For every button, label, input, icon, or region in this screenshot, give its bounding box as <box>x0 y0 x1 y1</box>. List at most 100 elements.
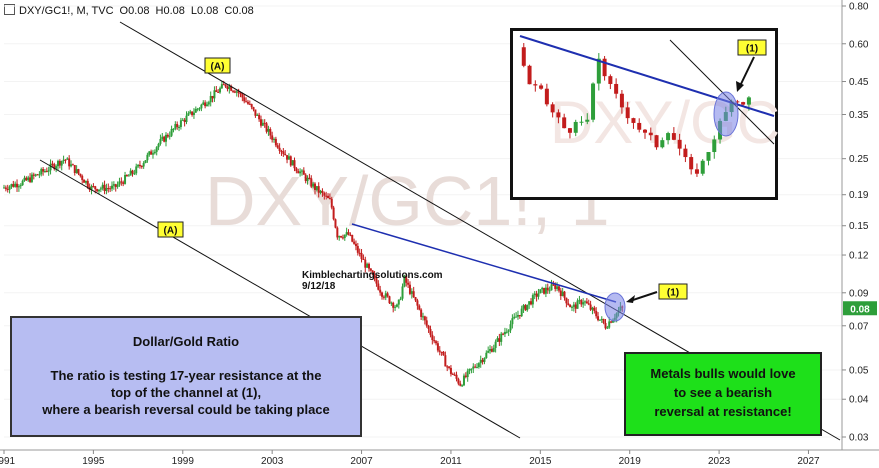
inset-candle <box>602 58 607 77</box>
commentary-title: Dollar/Gold Ratio <box>132 334 240 349</box>
main-candle <box>243 97 246 102</box>
main-candle <box>528 301 531 305</box>
main-candle <box>304 174 307 181</box>
main-candle <box>401 286 404 299</box>
main-candle <box>21 180 24 186</box>
main-candle <box>509 324 512 331</box>
main-candle <box>146 154 149 161</box>
main-candle <box>313 183 316 190</box>
main-candle <box>576 300 579 309</box>
inset-candle <box>654 135 659 148</box>
main-candle <box>362 258 365 260</box>
main-candle <box>291 160 294 166</box>
main-candle <box>144 160 147 163</box>
commentary-line-3: where a bearish reversal could be taking… <box>42 402 330 417</box>
main-candle <box>557 286 560 291</box>
main-candle <box>32 174 35 176</box>
main-candle <box>47 170 50 172</box>
main-candle <box>12 184 15 187</box>
main-candle <box>163 136 166 142</box>
main-candle <box>513 316 516 319</box>
x-tick-label: 2007 <box>350 456 373 467</box>
main-candle <box>392 302 395 308</box>
collapse-icon[interactable] <box>4 4 15 15</box>
main-candle <box>429 328 432 335</box>
inset-candle <box>677 139 682 149</box>
main-candle <box>45 171 48 173</box>
main-candle <box>544 287 547 294</box>
main-candle <box>427 325 430 329</box>
main-candle <box>334 219 337 228</box>
main-candle <box>455 374 458 379</box>
label-one-inset-box <box>737 39 767 56</box>
y-tick-label: 0.15 <box>849 221 869 232</box>
main-candle <box>94 186 97 190</box>
inset-candle <box>741 102 746 105</box>
main-candle <box>584 301 587 303</box>
inset-arrow-line <box>739 56 755 87</box>
main-candle <box>222 84 225 86</box>
inset-candle <box>666 133 671 141</box>
label-one-main-text: (1) <box>667 288 679 299</box>
inset-candle <box>579 121 584 123</box>
main-candle <box>611 319 614 323</box>
main-candle <box>17 186 20 188</box>
main-candle <box>554 284 557 289</box>
main-candle <box>269 129 272 136</box>
main-candle <box>230 86 233 91</box>
main-candle <box>131 170 134 174</box>
main-candle <box>40 169 43 175</box>
main-candle <box>384 293 387 298</box>
main-candle <box>150 151 153 155</box>
main-candle <box>306 177 309 181</box>
main-candle <box>64 159 67 161</box>
main-candle <box>256 114 259 116</box>
main-candle <box>407 282 410 285</box>
inset-candle <box>573 121 578 133</box>
main-candle <box>449 367 452 374</box>
main-candle <box>388 296 391 304</box>
main-candle <box>530 301 533 305</box>
main-candle <box>220 84 223 89</box>
main-candle <box>232 90 235 92</box>
main-candle <box>593 307 596 311</box>
main-candle <box>561 291 564 297</box>
main-candle <box>468 369 471 371</box>
main-candle <box>302 170 305 175</box>
main-candle <box>105 187 108 191</box>
main-candle <box>582 302 585 305</box>
main-candle <box>399 298 402 300</box>
main-candle <box>587 303 590 305</box>
main-candle <box>166 134 169 137</box>
main-candle <box>213 90 216 99</box>
main-candle <box>198 108 201 110</box>
main-candle <box>340 236 343 238</box>
main-candle <box>572 304 575 307</box>
main-candle <box>489 348 492 351</box>
main-candle <box>73 165 76 174</box>
credit-site: Kimblechartingsolutions.com <box>302 270 443 281</box>
main-candle <box>524 305 527 311</box>
inset-chart[interactable]: DXY/GC1!(1) <box>510 28 778 200</box>
main-candle <box>351 234 354 242</box>
inset-candle <box>746 97 751 105</box>
main-candle <box>556 286 559 289</box>
main-candle <box>408 284 411 294</box>
main-candle <box>487 350 490 353</box>
y-tick-label: 0.05 <box>849 365 869 376</box>
main-candle <box>446 366 449 368</box>
main-candle <box>395 304 398 307</box>
main-candle <box>569 304 572 308</box>
main-candle <box>343 234 346 239</box>
price-tag-text: 0.08 <box>850 304 870 315</box>
main-candle <box>97 189 100 192</box>
arrow-line <box>629 291 658 302</box>
main-candle <box>157 143 160 148</box>
main-candle <box>451 373 454 375</box>
main-candle <box>494 341 497 348</box>
main-candle <box>537 293 540 297</box>
channel-lower-line <box>39 159 521 439</box>
y-tick-label: 0.19 <box>849 190 869 201</box>
main-candle <box>295 168 298 172</box>
main-candle <box>390 302 393 304</box>
